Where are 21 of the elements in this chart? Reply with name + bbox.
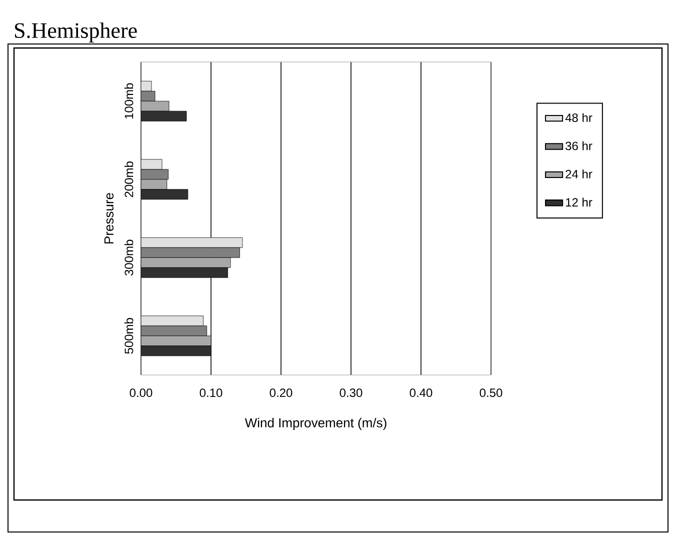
bar bbox=[141, 267, 228, 278]
legend-label: 24 hr bbox=[566, 170, 592, 178]
y-tick-label: 300mb bbox=[124, 240, 134, 276]
x-tick-label: 0.20 bbox=[270, 388, 292, 398]
bar bbox=[141, 189, 188, 200]
legend-label: 12 hr bbox=[566, 198, 592, 206]
chart-title: S.Hemisphere bbox=[15, 22, 137, 42]
y-tick-label: 100mb bbox=[124, 83, 134, 119]
bar bbox=[141, 110, 187, 122]
x-tick-label: 0.00 bbox=[130, 388, 152, 398]
y-axis-title: Pressure bbox=[104, 193, 114, 244]
x-axis-title: Wind Improvement (m/s) bbox=[244, 418, 386, 430]
legend-label: 48 hr bbox=[565, 113, 592, 122]
legend-label: 36 hr bbox=[566, 141, 592, 150]
x-tick-label: 0.40 bbox=[410, 388, 432, 398]
x-tick-label: 0.50 bbox=[480, 388, 502, 398]
y-tick-label: 200mb bbox=[124, 162, 134, 198]
y-tick-label: 500mb bbox=[124, 318, 134, 354]
bar bbox=[141, 346, 212, 356]
x-tick-label: 0.30 bbox=[340, 388, 362, 398]
x-tick-label: 0.10 bbox=[200, 388, 222, 398]
